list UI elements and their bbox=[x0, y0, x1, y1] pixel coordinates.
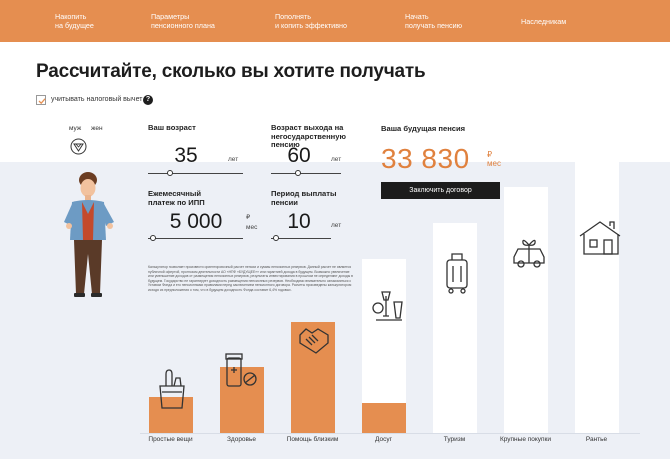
bar-filled-3 bbox=[361, 403, 406, 433]
nav-item-heirs[interactable]: Наследникам bbox=[521, 17, 567, 26]
nav-item-save-for-future[interactable]: Накопить на будущее bbox=[55, 12, 94, 30]
age-label: Ваш возраст bbox=[148, 123, 196, 132]
monthly-payment-slider-knob[interactable] bbox=[150, 235, 156, 241]
suitcase-icon bbox=[446, 253, 468, 294]
bar-label-4: Туризм bbox=[443, 436, 466, 443]
future-pension-unit: ₽ мес bbox=[487, 150, 501, 168]
bar-label-0: Простые вещи bbox=[148, 436, 193, 443]
retire-age-unit: лет bbox=[331, 156, 342, 163]
top-navigation: Накопить на будущее Параметры пенсионног… bbox=[0, 0, 670, 42]
handshake-icon bbox=[299, 328, 329, 354]
monthly-payment-unit: мес bbox=[246, 224, 258, 231]
medicine-icon bbox=[225, 353, 257, 387]
monthly-payment-currency: ₽ bbox=[246, 214, 251, 221]
bar-label-1: Здоровье bbox=[226, 436, 257, 443]
retire-age-slider-knob[interactable] bbox=[295, 170, 301, 176]
groceries-icon bbox=[159, 369, 185, 409]
man-illustration bbox=[64, 172, 114, 297]
house-icon bbox=[579, 221, 621, 255]
age-slider[interactable] bbox=[148, 170, 243, 176]
gender-male-option[interactable]: муж bbox=[69, 125, 82, 132]
gift-car-icon bbox=[513, 239, 545, 268]
disclaimer-text: Калькулятор позволяет произвести ориенти… bbox=[148, 265, 353, 292]
page-title: Рассчитайте, сколько вы хотите получать bbox=[36, 61, 426, 82]
nav-item-top-up[interactable]: Пополнять и копить эффективно bbox=[275, 12, 347, 30]
age-unit: лет bbox=[228, 156, 239, 163]
bar-label-5: Крупные покупки bbox=[499, 436, 552, 443]
tax-deduction-label: учитывать налоговый вычет bbox=[51, 96, 143, 103]
retire-age-input[interactable]: 60 bbox=[287, 144, 311, 167]
payout-period-label: Период выплаты пенсии bbox=[271, 189, 337, 207]
chart-baseline bbox=[140, 433, 640, 434]
age-input[interactable]: 35 bbox=[174, 144, 198, 167]
monthly-payment-slider[interactable] bbox=[148, 235, 243, 241]
bar-filled-0 bbox=[148, 397, 193, 433]
nav-item-start-pension[interactable]: Начать получать пенсию bbox=[405, 12, 462, 30]
monthly-payment-label: Ежемесячный платеж по ИПП bbox=[148, 189, 205, 207]
bar-label-2: Помощь близким bbox=[286, 436, 339, 443]
bar-empty-5 bbox=[503, 187, 548, 433]
future-pension-value: 33 830 bbox=[381, 143, 470, 174]
bar-label-3: Досуг bbox=[375, 436, 392, 443]
nav-item-plan-parameters[interactable]: Параметры пенсионного плана bbox=[151, 12, 215, 30]
bar-label-6: Рантье bbox=[585, 436, 608, 443]
future-pension-label: Ваша будущая пенсия bbox=[381, 124, 466, 133]
bar-empty-6 bbox=[574, 160, 619, 433]
leisure-icon bbox=[372, 291, 403, 321]
payout-period-slider[interactable] bbox=[271, 235, 331, 241]
gender-female-option[interactable]: жен bbox=[91, 125, 103, 132]
retire-age-label: Возраст выхода на негосударственную пенс… bbox=[271, 123, 346, 149]
chart-background bbox=[0, 162, 670, 459]
payout-period-unit: лет bbox=[331, 222, 342, 229]
bar-empty-3 bbox=[361, 259, 406, 403]
retire-age-slider[interactable] bbox=[271, 170, 341, 176]
sign-contract-button[interactable]: Заключить договор bbox=[381, 182, 500, 199]
pension-currency: ₽ bbox=[487, 150, 493, 159]
monthly-payment-input[interactable]: 5 000 bbox=[169, 210, 223, 233]
payout-period-input[interactable]: 10 bbox=[287, 210, 311, 233]
check-icon bbox=[38, 98, 46, 105]
tax-deduction-checkbox[interactable] bbox=[36, 95, 46, 105]
bar-empty-4 bbox=[432, 223, 477, 433]
gender-toggle-icon[interactable] bbox=[70, 138, 87, 155]
pension-period: мес bbox=[487, 159, 501, 168]
payout-period-slider-knob[interactable] bbox=[273, 235, 279, 241]
help-icon[interactable]: ? bbox=[143, 95, 153, 105]
age-slider-knob[interactable] bbox=[167, 170, 173, 176]
